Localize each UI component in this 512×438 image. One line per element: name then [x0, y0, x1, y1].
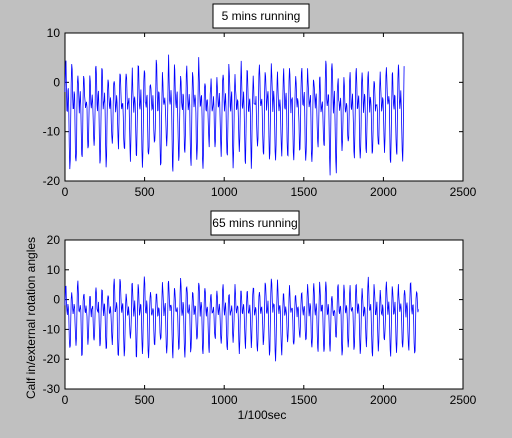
series-line	[64, 54, 405, 176]
y-tick-label: 10	[47, 26, 61, 40]
x-tick-label: 1000	[211, 185, 238, 199]
x-tick-label: 2500	[450, 393, 477, 407]
x-tick-label: 0	[62, 185, 69, 199]
x-tick-label: 2000	[370, 185, 397, 199]
x-tick-label: 500	[135, 393, 155, 407]
y-tick-label: -10	[43, 322, 61, 336]
chart-panel-1: 0 500 1000 1500 2000 2500 -20 -10 0 10 5 mins runn…	[43, 3, 477, 199]
x-tick-label: 1500	[290, 185, 317, 199]
x-tick-label: 0	[62, 393, 69, 407]
x-tick-label: 2000	[370, 393, 397, 407]
title-box	[210, 210, 300, 236]
chart-panel-2: 0 500 1000 1500 2000 2500 -30 -20 -10 0 10 20 65 min…	[24, 210, 477, 422]
chart-title: 5 mins running	[222, 9, 301, 23]
chart-title: 65 mins running	[212, 216, 297, 230]
y-tick-label: 0	[53, 75, 60, 89]
y-tick-label: -10	[43, 125, 61, 139]
x-tick-label: 2500	[450, 185, 477, 199]
x-axis-label: 1/100sec	[238, 408, 287, 422]
x-tick-label: 1500	[290, 393, 317, 407]
x-tick-label: 500	[135, 185, 155, 199]
y-tick-label: -30	[43, 382, 61, 396]
y-tick-label: 20	[47, 233, 61, 247]
y-tick-label: 0	[53, 293, 60, 307]
y-tick-label: -20	[43, 174, 61, 188]
y-tick-label: 10	[47, 263, 61, 277]
y-axis-label: Calf in/external rotation angles	[24, 237, 38, 399]
y-tick-label: -20	[43, 352, 61, 366]
series-line	[64, 276, 419, 362]
x-tick-label: 1000	[211, 393, 238, 407]
title-box	[212, 3, 310, 29]
